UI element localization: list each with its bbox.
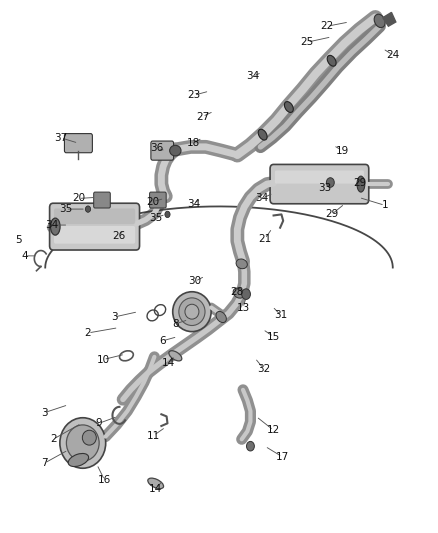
Text: 20: 20 [72, 193, 85, 204]
Ellipse shape [85, 206, 91, 212]
Text: 23: 23 [187, 90, 200, 100]
Text: 35: 35 [59, 204, 72, 214]
Ellipse shape [236, 259, 247, 269]
Polygon shape [383, 12, 396, 26]
Text: 3: 3 [41, 408, 48, 418]
Text: 18: 18 [187, 138, 200, 148]
Text: 2: 2 [85, 328, 92, 338]
Text: 3: 3 [111, 312, 117, 322]
Text: 6: 6 [159, 336, 166, 346]
Text: 14: 14 [149, 484, 162, 494]
Text: 30: 30 [188, 277, 201, 286]
FancyBboxPatch shape [270, 165, 369, 204]
Text: 37: 37 [54, 133, 67, 143]
Text: 7: 7 [41, 458, 48, 468]
Text: 34: 34 [46, 220, 59, 230]
Text: 32: 32 [257, 364, 270, 374]
Ellipse shape [327, 55, 336, 66]
Ellipse shape [60, 418, 106, 469]
Text: 13: 13 [237, 303, 250, 313]
Text: 35: 35 [149, 213, 162, 223]
Ellipse shape [326, 177, 334, 187]
Text: 29: 29 [325, 209, 338, 220]
Ellipse shape [247, 441, 254, 451]
Ellipse shape [216, 311, 226, 322]
Text: 33: 33 [318, 183, 331, 193]
FancyBboxPatch shape [54, 226, 135, 244]
Text: 8: 8 [172, 319, 179, 329]
Text: 17: 17 [276, 452, 289, 462]
Ellipse shape [374, 14, 385, 28]
Ellipse shape [50, 218, 60, 235]
Text: 10: 10 [97, 354, 110, 365]
FancyBboxPatch shape [275, 171, 364, 183]
Text: 19: 19 [336, 146, 349, 156]
Text: 25: 25 [300, 37, 314, 47]
Text: 27: 27 [196, 111, 209, 122]
Text: 36: 36 [150, 143, 164, 154]
Text: 34: 34 [247, 71, 260, 81]
FancyBboxPatch shape [94, 192, 110, 208]
Text: 15: 15 [267, 332, 280, 342]
Text: 20: 20 [146, 197, 159, 207]
Ellipse shape [170, 146, 181, 156]
Ellipse shape [179, 298, 205, 326]
Text: 26: 26 [112, 231, 125, 241]
Ellipse shape [169, 351, 182, 361]
FancyBboxPatch shape [151, 141, 173, 160]
Text: 29: 29 [353, 177, 366, 188]
FancyBboxPatch shape [49, 203, 140, 250]
FancyBboxPatch shape [54, 208, 135, 224]
Text: 4: 4 [21, 251, 28, 261]
Text: 1: 1 [381, 200, 388, 211]
Text: 34: 34 [187, 199, 200, 209]
Text: 12: 12 [267, 425, 280, 435]
Text: 14: 14 [162, 358, 175, 368]
Text: 2: 2 [50, 434, 57, 445]
Ellipse shape [165, 211, 170, 217]
Text: 11: 11 [147, 431, 160, 441]
Text: 28: 28 [231, 287, 244, 297]
FancyBboxPatch shape [64, 134, 92, 153]
Ellipse shape [284, 102, 293, 112]
Ellipse shape [185, 304, 199, 319]
Ellipse shape [173, 292, 211, 332]
Text: 31: 31 [274, 310, 288, 320]
Ellipse shape [67, 425, 99, 461]
Ellipse shape [258, 129, 267, 140]
FancyBboxPatch shape [150, 192, 166, 208]
Ellipse shape [148, 478, 163, 489]
Ellipse shape [242, 289, 251, 300]
Ellipse shape [82, 430, 96, 445]
Text: 22: 22 [321, 21, 334, 31]
Ellipse shape [357, 176, 365, 192]
Text: 5: 5 [15, 235, 21, 245]
Text: 21: 21 [258, 234, 272, 244]
Text: 16: 16 [98, 475, 111, 485]
Ellipse shape [233, 288, 244, 298]
Ellipse shape [68, 454, 88, 466]
Text: 9: 9 [95, 418, 102, 429]
Text: 24: 24 [386, 50, 399, 60]
Text: 34: 34 [255, 193, 268, 204]
